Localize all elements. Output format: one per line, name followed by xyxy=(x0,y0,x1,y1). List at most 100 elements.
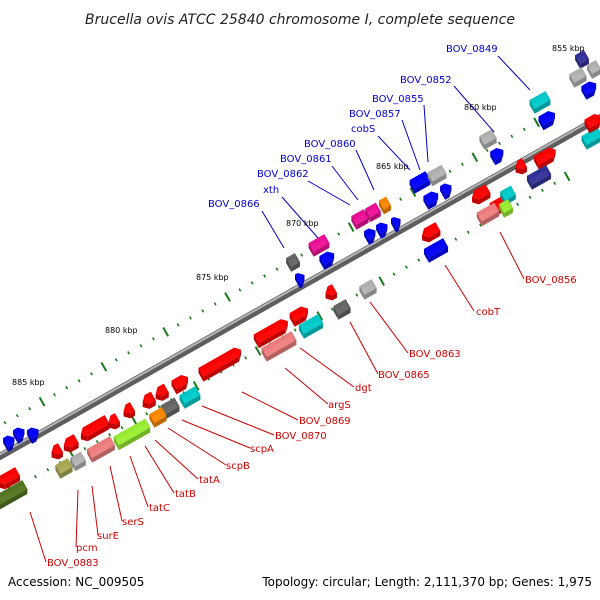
gene-side-face xyxy=(87,423,110,442)
gene-block xyxy=(55,458,73,479)
gene-label[interactable]: cobT xyxy=(476,307,501,318)
tick-mark xyxy=(330,307,334,311)
gene-label[interactable]: BOV_0862 xyxy=(257,169,309,180)
gene-block xyxy=(253,319,288,349)
gene-block xyxy=(149,407,167,428)
gene-side-face xyxy=(581,136,587,150)
gene-side-face xyxy=(526,176,532,190)
gene-label[interactable]: pcm xyxy=(76,543,98,554)
gene-side-face xyxy=(108,422,116,430)
gene-face xyxy=(365,202,381,218)
tick-mark xyxy=(254,346,262,356)
gene-side-face xyxy=(87,449,93,463)
gene-side-face xyxy=(364,231,370,245)
tick-mark xyxy=(263,274,267,278)
gene-label[interactable]: scpA xyxy=(250,444,274,455)
tick-mark xyxy=(65,386,69,390)
gene-features xyxy=(0,50,600,510)
gene-label[interactable]: BOV_0870 xyxy=(275,431,327,442)
gene-block xyxy=(80,415,110,442)
tick-mark xyxy=(466,230,470,234)
tick-mark xyxy=(316,311,324,321)
gene-side-face xyxy=(294,315,306,327)
leader-line xyxy=(284,367,329,405)
gene-block xyxy=(70,451,86,472)
gene-side-face xyxy=(379,200,384,215)
gene-block xyxy=(587,60,600,79)
gene-label[interactable]: BOV_0865 xyxy=(378,370,430,381)
accession-text: Accession: NC_009505 xyxy=(8,575,144,589)
tick-mark xyxy=(77,379,81,383)
gene-side-face xyxy=(118,427,151,451)
gene-block xyxy=(376,222,388,239)
gene-label[interactable]: BOV_0857 xyxy=(349,109,401,120)
gene-label[interactable]: tatC xyxy=(149,503,170,514)
gene-label[interactable]: surE xyxy=(97,531,119,542)
gene-label[interactable]: BOV_0855 xyxy=(372,94,424,105)
tick-label: 865 kbp xyxy=(376,162,409,171)
gene-block xyxy=(422,222,441,243)
gene-side-face xyxy=(60,466,73,479)
gene-face xyxy=(55,458,73,474)
tick-mark xyxy=(471,152,479,163)
gene-side-face xyxy=(70,442,79,453)
gene-label[interactable]: BOV_0863 xyxy=(409,349,461,360)
gene-face xyxy=(359,279,377,295)
gene-label[interactable]: xth xyxy=(263,185,279,196)
gene-side-face xyxy=(58,451,63,460)
tick-mark xyxy=(131,415,138,426)
gene-face xyxy=(440,183,452,195)
gene-label[interactable]: BOV_0866 xyxy=(208,199,260,210)
gene-side-face xyxy=(580,58,589,69)
leader-line xyxy=(444,264,475,312)
gene-side-face xyxy=(484,137,497,150)
gene-side-face xyxy=(586,90,595,100)
gene-label[interactable]: BOV_0849 xyxy=(446,44,498,55)
gene-label[interactable]: cobS xyxy=(351,124,375,135)
gene-side-face xyxy=(476,212,482,227)
gene-label[interactable]: serS xyxy=(122,517,144,528)
gene-side-face xyxy=(594,83,597,96)
gene-label[interactable]: dgt xyxy=(355,383,372,394)
tick-mark xyxy=(516,202,520,206)
gene-label[interactable]: tatA xyxy=(199,475,220,486)
tick-mark xyxy=(355,293,359,297)
gene-label[interactable]: argS xyxy=(328,400,351,411)
gene-label[interactable]: scpB xyxy=(226,461,250,472)
gene-side-face xyxy=(409,180,415,194)
gene-side-face xyxy=(285,321,288,333)
gene-face xyxy=(325,284,337,296)
gene-side-face xyxy=(351,216,357,230)
leader-line xyxy=(129,455,149,508)
gene-block xyxy=(113,418,151,451)
gene-block xyxy=(308,234,330,257)
gene-side-face xyxy=(332,253,335,266)
gene-side-face xyxy=(381,231,386,239)
gene-side-face xyxy=(592,69,600,79)
gene-label[interactable]: BOV_0869 xyxy=(299,416,351,427)
gene-side-face xyxy=(266,339,297,362)
gene-side-face xyxy=(63,445,71,453)
tick-mark xyxy=(90,372,93,376)
gene-side-face xyxy=(92,444,115,463)
gene-side-face xyxy=(32,436,37,444)
gene-label[interactable]: BOV_0883 xyxy=(47,558,99,569)
gene-label[interactable]: BOV_0856 xyxy=(525,275,577,286)
gene-face xyxy=(253,319,288,344)
tick-label: 870 kbp xyxy=(286,219,319,228)
gene-label[interactable]: BOV_0860 xyxy=(304,139,356,150)
leader-line xyxy=(154,439,199,480)
tick-mark xyxy=(157,405,161,409)
gene-side-face xyxy=(162,392,169,401)
gene-side-face xyxy=(289,313,295,327)
gene-side-face xyxy=(369,237,374,245)
tick-mark xyxy=(238,288,242,292)
leader-line xyxy=(497,55,531,91)
gene-label[interactable]: BOV_0861 xyxy=(280,154,332,165)
gene-label[interactable]: tatB xyxy=(175,489,196,500)
gene-side-face xyxy=(373,230,376,243)
gene-face xyxy=(581,81,597,95)
gene-side-face xyxy=(553,113,555,125)
gene-side-face xyxy=(333,306,339,320)
gene-label[interactable]: BOV_0852 xyxy=(400,75,452,86)
